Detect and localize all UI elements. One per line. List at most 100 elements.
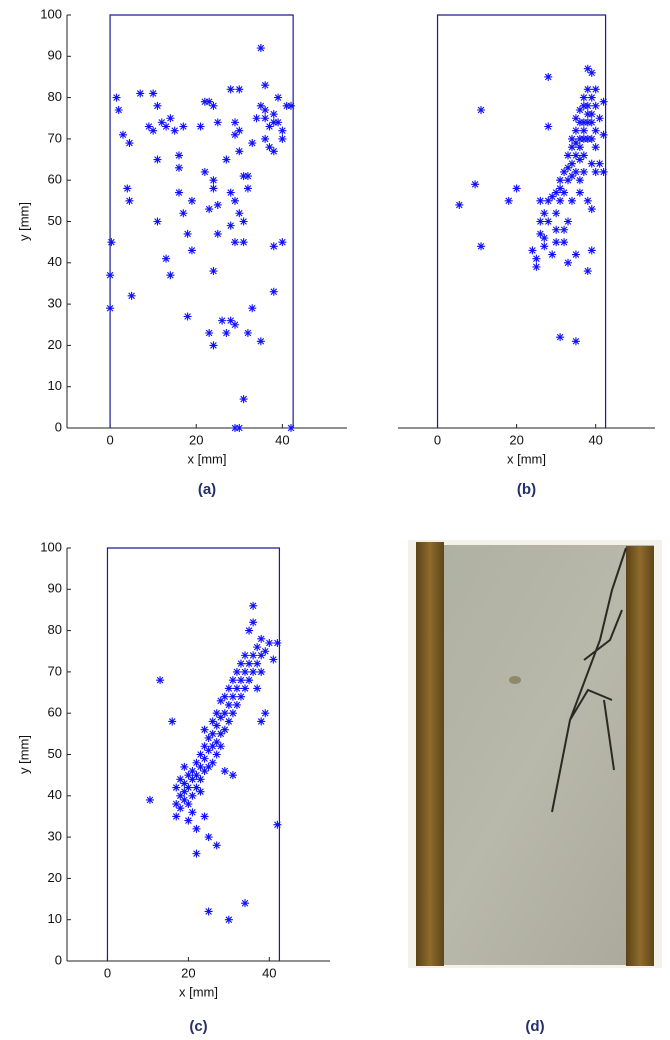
- data-point: [183, 229, 192, 238]
- data-point: [544, 72, 553, 81]
- y-tick-label: 80: [48, 89, 62, 104]
- data-point: [256, 44, 265, 53]
- data-point: [231, 238, 239, 247]
- data-point: [239, 238, 248, 247]
- data-point: [544, 217, 553, 226]
- data-point: [587, 134, 596, 143]
- data-point: [226, 221, 235, 230]
- data-point: [249, 667, 258, 676]
- data-point: [253, 684, 262, 693]
- data-point: [200, 725, 209, 734]
- data-point: [536, 229, 545, 238]
- data-point: [136, 89, 145, 98]
- data-point: [556, 333, 565, 342]
- right-strip: [626, 546, 654, 966]
- y-axis-label: y [mm]: [16, 202, 31, 241]
- x-tick-label: 0: [106, 432, 113, 447]
- data-point: [571, 126, 580, 135]
- data-point: [192, 758, 201, 767]
- data-point: [477, 105, 486, 114]
- data-point: [218, 316, 227, 325]
- data-point: [166, 114, 175, 123]
- data-point: [274, 93, 283, 102]
- data-point: [168, 717, 177, 726]
- data-point: [571, 250, 580, 259]
- data-point: [187, 196, 196, 205]
- data-point: [236, 659, 245, 668]
- data-point: [591, 167, 600, 176]
- data-point: [249, 601, 258, 610]
- y-tick-label: 100: [40, 6, 62, 21]
- data-point: [261, 709, 270, 718]
- data-point: [196, 787, 205, 796]
- data-point: [172, 800, 181, 809]
- data-point: [192, 771, 201, 780]
- data-point: [282, 101, 291, 110]
- data-point: [532, 262, 541, 271]
- data-point: [175, 188, 183, 197]
- data-point: [200, 754, 209, 763]
- data-point: [245, 676, 254, 685]
- data-point: [564, 258, 573, 267]
- data-point: [269, 242, 278, 251]
- x-tick-label: 0: [434, 432, 441, 447]
- data-point: [228, 676, 237, 685]
- y-tick-label: 90: [48, 581, 62, 596]
- data-point: [548, 250, 557, 259]
- data-point: [180, 779, 189, 788]
- x-tick-label: 40: [262, 965, 276, 980]
- data-point: [567, 143, 576, 152]
- data-point: [216, 742, 225, 751]
- data-point: [599, 130, 608, 139]
- data-point: [564, 163, 573, 172]
- data-point: [278, 238, 287, 247]
- data-point: [556, 196, 565, 205]
- y-tick-label: 60: [48, 705, 62, 720]
- y-tick-label: 40: [48, 787, 62, 802]
- data-point: [212, 709, 221, 718]
- data-point: [235, 209, 244, 218]
- data-point: [591, 85, 600, 94]
- data-point: [265, 638, 274, 647]
- data-point: [471, 180, 480, 189]
- data-point: [583, 64, 592, 73]
- data-point: [269, 110, 278, 119]
- data-point: [184, 771, 193, 780]
- spot: [509, 676, 521, 684]
- data-point: [269, 147, 278, 156]
- data-point: [179, 122, 188, 131]
- data-point: [166, 271, 175, 280]
- data-point: [567, 196, 576, 205]
- data-point: [175, 151, 183, 160]
- data-point: [253, 659, 262, 668]
- data-point: [196, 122, 205, 131]
- data-point: [179, 209, 188, 218]
- data-point: [187, 246, 196, 255]
- data-point: [575, 155, 584, 164]
- data-point: [172, 812, 181, 821]
- data-point: [204, 833, 213, 842]
- data-point: [162, 122, 171, 131]
- specimen-outline: [109, 14, 294, 428]
- data-point: [226, 188, 235, 197]
- y-tick-label: 40: [48, 254, 62, 269]
- data-point: [209, 176, 218, 185]
- data-point: [245, 659, 254, 668]
- data-point: [583, 267, 592, 276]
- data-point: [208, 729, 217, 738]
- data-point: [239, 395, 248, 404]
- data-point: [256, 337, 265, 346]
- data-point: [184, 800, 193, 809]
- y-tick-label: 80: [48, 622, 62, 637]
- data-point: [532, 254, 541, 263]
- data-point: [455, 200, 464, 209]
- data-point: [591, 101, 600, 110]
- data-point: [216, 713, 225, 722]
- data-point: [571, 167, 580, 176]
- data-point: [599, 167, 608, 176]
- data-point: [571, 337, 580, 346]
- data-point: [200, 742, 209, 751]
- data-point: [567, 172, 576, 181]
- data-point: [591, 126, 600, 135]
- data-point: [200, 97, 209, 106]
